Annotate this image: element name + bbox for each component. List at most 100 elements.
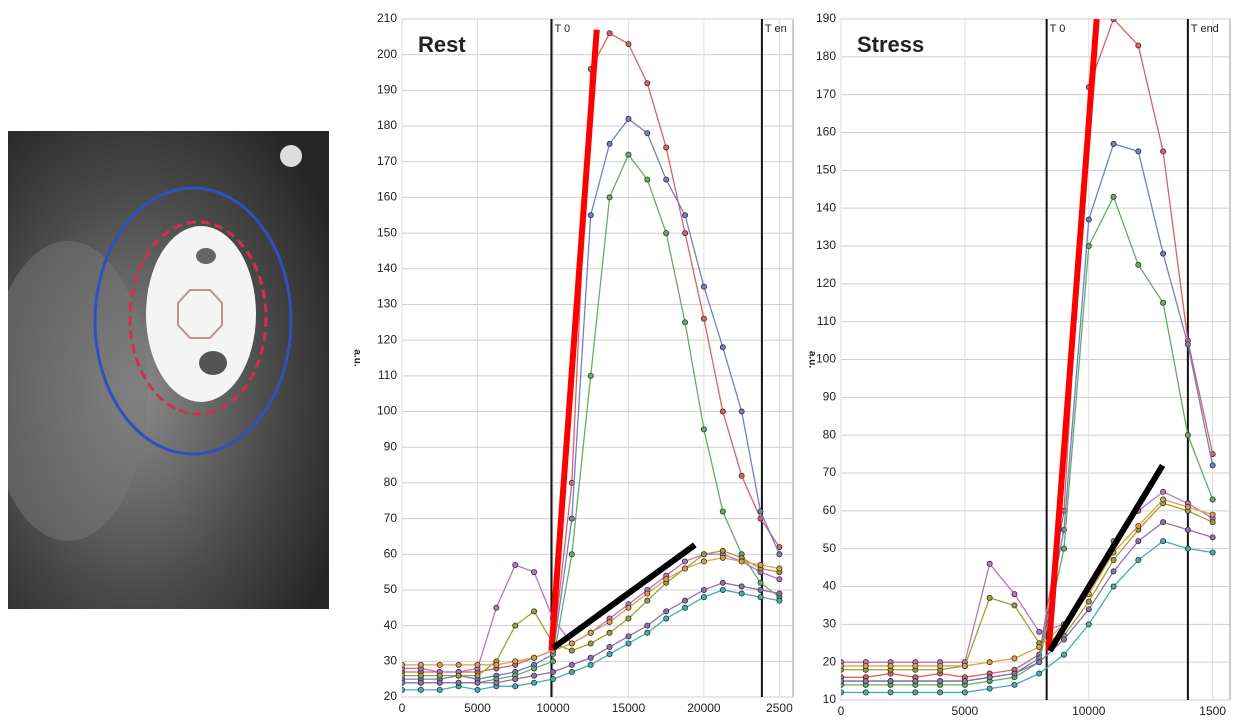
y-tick-label: 160 — [377, 190, 397, 204]
data-point — [1012, 591, 1017, 596]
data-point — [645, 131, 650, 136]
y-tick-label: 100 — [816, 352, 836, 366]
data-point — [720, 548, 725, 553]
y-tick-label: 50 — [823, 541, 837, 555]
data-point — [987, 686, 992, 691]
data-point — [1061, 652, 1066, 657]
x-tick-label: 10000 — [536, 701, 570, 715]
y-axis-label: a.u. — [806, 351, 817, 368]
data-point — [701, 427, 706, 432]
chart-title: Rest — [418, 32, 466, 57]
y-tick-label: 70 — [384, 511, 398, 525]
data-point — [1161, 520, 1166, 525]
data-point — [838, 678, 843, 683]
data-point — [588, 373, 593, 378]
data-point — [682, 320, 687, 325]
plot-area — [402, 19, 793, 697]
data-point — [531, 666, 536, 671]
data-point — [701, 316, 706, 321]
data-point — [607, 652, 612, 657]
time-marker-label: T 0 — [554, 23, 570, 35]
data-point — [739, 559, 744, 564]
data-point — [664, 616, 669, 621]
data-point — [418, 673, 423, 678]
data-point — [1111, 194, 1116, 199]
y-tick-label: 160 — [816, 125, 836, 139]
rest-chart: 2030405060708090100110120130140150160170… — [345, 0, 795, 724]
data-point — [1210, 497, 1215, 502]
data-point — [701, 552, 706, 557]
data-point — [550, 659, 555, 664]
data-point — [531, 570, 536, 575]
data-point — [720, 580, 725, 585]
data-point — [513, 684, 518, 689]
data-point — [645, 630, 650, 635]
data-point — [1161, 300, 1166, 305]
data-point — [1185, 504, 1190, 509]
data-point — [739, 409, 744, 414]
data-point — [607, 644, 612, 649]
data-point — [1161, 251, 1166, 256]
data-point — [682, 598, 687, 603]
chart-title: Stress — [857, 32, 924, 57]
data-point — [1111, 584, 1116, 589]
data-point — [399, 687, 404, 692]
data-point — [550, 669, 555, 674]
y-tick-label: 110 — [378, 368, 397, 382]
data-point — [494, 662, 499, 667]
data-point — [758, 594, 763, 599]
x-tick-label: 15000 — [612, 701, 646, 715]
data-point — [1086, 217, 1091, 222]
data-point — [913, 678, 918, 683]
data-point — [962, 678, 967, 683]
data-point — [777, 552, 782, 557]
x-tick-label: 1500 — [1199, 704, 1226, 718]
data-point — [863, 690, 868, 695]
y-tick-label: 80 — [384, 475, 398, 489]
data-point — [1037, 629, 1042, 634]
data-point — [720, 509, 725, 514]
data-point — [437, 680, 442, 685]
data-point — [682, 231, 687, 236]
data-point — [739, 584, 744, 589]
data-point — [418, 662, 423, 667]
y-tick-label: 80 — [823, 427, 837, 441]
y-tick-label: 210 — [377, 11, 397, 25]
data-point — [758, 587, 763, 592]
data-point — [569, 516, 574, 521]
y-tick-label: 130 — [816, 238, 836, 252]
data-point — [418, 687, 423, 692]
y-tick-label: 40 — [384, 618, 398, 632]
data-point — [720, 555, 725, 560]
bright-spot — [280, 145, 302, 167]
data-point — [1136, 43, 1141, 48]
data-point — [1210, 512, 1215, 517]
x-tick-label: 5000 — [464, 701, 491, 715]
data-point — [626, 116, 631, 121]
time-marker-label: T end — [1191, 23, 1219, 35]
data-point — [777, 577, 782, 582]
data-point — [1210, 535, 1215, 540]
data-point — [531, 673, 536, 678]
data-point — [863, 663, 868, 668]
data-point — [758, 509, 763, 514]
data-point — [645, 591, 650, 596]
data-point — [987, 595, 992, 600]
y-tick-label: 150 — [816, 163, 836, 177]
data-point — [682, 605, 687, 610]
data-point — [531, 680, 536, 685]
data-point — [682, 566, 687, 571]
y-tick-label: 140 — [816, 200, 836, 214]
y-tick-label: 190 — [377, 83, 397, 97]
y-tick-label: 180 — [816, 49, 836, 63]
data-point — [1136, 149, 1141, 154]
data-point — [399, 662, 404, 667]
data-point — [626, 634, 631, 639]
data-point — [531, 609, 536, 614]
data-point — [399, 673, 404, 678]
data-point — [888, 690, 893, 695]
data-point — [1185, 546, 1190, 551]
y-tick-label: 110 — [817, 314, 836, 328]
data-point — [607, 31, 612, 36]
data-point — [1185, 433, 1190, 438]
